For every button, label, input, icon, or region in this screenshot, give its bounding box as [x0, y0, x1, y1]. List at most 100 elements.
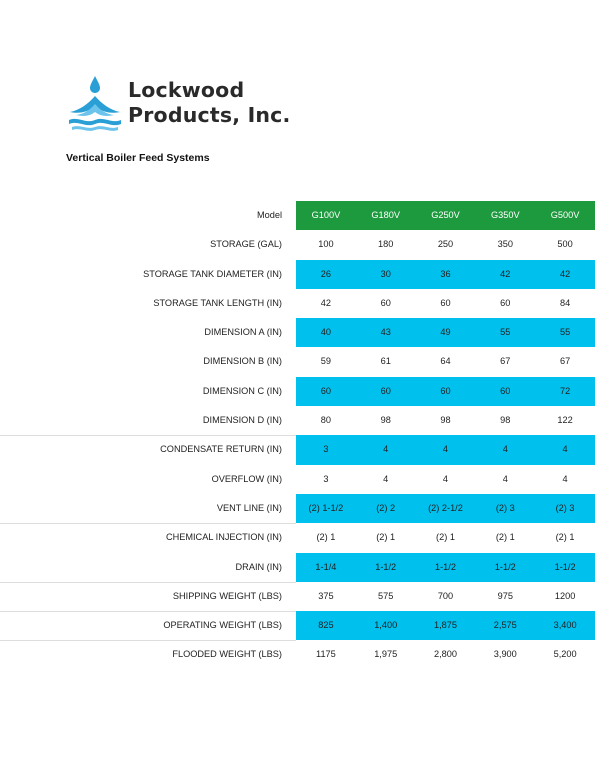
- row-label: STORAGE TANK DIAMETER (IN): [143, 268, 282, 279]
- model-header: G500V: [550, 210, 580, 220]
- table-row: CHEMICAL INJECTION (IN) (2) 1 (2) 1 (2) 1 (2…: [0, 523, 595, 552]
- header-label: Model: [256, 210, 282, 220]
- table-row: STORAGE (GAL) 100 180 250 350 500: [0, 230, 595, 259]
- table-row: DIMENSION C (IN) 60 60 60 60 72: [0, 376, 595, 407]
- table-cell: 825: [318, 620, 334, 631]
- row-cells: 1-1/4 1-1/2 1-1/2 1-1/2 1-1/2: [296, 552, 595, 582]
- table-cell: 250: [437, 239, 454, 250]
- table-cell: 3,400: [553, 620, 577, 631]
- brand-line-2: Products, Inc.: [128, 103, 291, 127]
- model-header: G100V: [311, 210, 341, 220]
- table-cell: (2) 2: [376, 502, 396, 513]
- table-cell: (2) 1-1/2: [308, 502, 344, 513]
- table-cell: 4: [383, 473, 389, 484]
- table-row: OVERFLOW (IN) 3 4 4 4 4: [0, 465, 595, 494]
- table-cell: 4: [442, 473, 449, 484]
- table-cell: 26: [320, 268, 332, 279]
- company-logo: Lockwood Products, Inc.: [66, 74, 306, 136]
- table-cell: 1200: [554, 590, 576, 601]
- brand-line-1: Lockwood: [128, 78, 245, 102]
- table-cell: 42: [559, 268, 571, 279]
- table-cell: 1175: [316, 649, 336, 660]
- table-cell: 3: [323, 444, 329, 455]
- table-row: DIMENSION A (IN) 40 43 49 55 55: [0, 318, 595, 348]
- model-header: G250V: [431, 210, 460, 220]
- row-cells: 40 43 49 55 55: [296, 318, 595, 348]
- row-label: STORAGE (GAL): [210, 239, 282, 250]
- model-header-cells: G100V G180V G250V G350V G500V: [296, 201, 595, 231]
- table-cell: 67: [500, 356, 511, 367]
- table-cell: 64: [440, 356, 451, 367]
- row-label: DRAIN (IN): [235, 561, 282, 572]
- table-row: OPERATING WEIGHT (LBS) 825 1,400 1,875 2,575…: [0, 611, 595, 641]
- table-cell: 500: [557, 239, 573, 250]
- row-label: OPERATING WEIGHT (LBS): [163, 620, 282, 631]
- table-cell: 575: [378, 590, 394, 601]
- row-label: CONDENSATE RETURN (IN): [160, 444, 282, 455]
- table-cell: 4: [442, 444, 449, 455]
- table-cell: 4: [502, 444, 508, 455]
- table-row: DIMENSION D (IN) 80 98 98 98 122: [0, 406, 595, 435]
- table-cell: 59: [320, 356, 332, 367]
- table-cell: 60: [320, 385, 332, 396]
- row-label: OVERFLOW (IN): [211, 473, 282, 484]
- table-cell: 1-1/2: [435, 561, 456, 572]
- table-cell: 700: [437, 590, 454, 601]
- row-cells: 825 1,400 1,875 2,575 3,400: [296, 611, 595, 641]
- table-row: DIMENSION B (IN) 59 61 64 67 67: [0, 347, 595, 376]
- row-label: DIMENSION C (IN): [202, 385, 282, 396]
- table-cell: 49: [440, 327, 451, 338]
- table-cell: (2) 1: [495, 532, 515, 543]
- table-cell: 1,400: [374, 620, 398, 631]
- model-header: G180V: [371, 210, 400, 220]
- table-cell: 122: [557, 415, 573, 426]
- row-cells: 60 60 60 60 72: [296, 376, 595, 407]
- table-cell: 4: [383, 444, 389, 455]
- table-row: VENT LINE (IN) (2) 1-1/2 (2) 2 (2) 2-1/2 (2)…: [0, 493, 595, 524]
- table-cell: 60: [440, 297, 451, 308]
- row-cells: 375 575 700 975 1200: [296, 582, 595, 611]
- table-cell: 42: [320, 297, 332, 308]
- brand-name: Lockwood Products, Inc.: [128, 78, 291, 128]
- table-cell: 1-1/2: [494, 561, 516, 572]
- row-cells: (2) 1-1/2 (2) 2 (2) 2-1/2 (2) 3 (2) 3: [296, 493, 595, 524]
- table-cell: 975: [497, 590, 513, 601]
- row-cells: 26 30 36 42 42: [296, 259, 595, 289]
- table-cell: 36: [440, 268, 451, 279]
- table-cell: 60: [380, 297, 391, 308]
- table-cell: 375: [318, 590, 334, 601]
- row-cells: 100 180 250 350 500: [296, 230, 595, 259]
- table-cell: (2) 3: [555, 502, 575, 513]
- table-header-row: Model G100V G180V G250V G350V G500V: [0, 201, 595, 231]
- water-drop-logo-icon: [69, 76, 121, 131]
- row-cells: 59 61 64 67 67: [296, 347, 595, 376]
- table-row: STORAGE TANK LENGTH (IN) 42 60 60 60 84: [0, 289, 595, 318]
- table-cell: 3,900: [493, 649, 517, 660]
- table-cell: (2) 1: [316, 532, 336, 543]
- table-cell: 67: [559, 356, 571, 367]
- table-cell: (2) 2-1/2: [428, 502, 463, 513]
- row-cells: 3 4 4 4 4: [296, 465, 595, 494]
- table-cell: 84: [559, 297, 571, 308]
- table-cell: 1,975: [374, 649, 398, 660]
- row-cells: 42 60 60 60 84: [296, 289, 595, 318]
- table-row: CONDENSATE RETURN (IN) 3 4 4 4 4: [0, 435, 595, 465]
- table-cell: 60: [500, 385, 511, 396]
- table-row: STORAGE TANK DIAMETER (IN) 26 30 36 42 42: [0, 259, 595, 289]
- row-cells: 1175 1,975 2,800 3,900 5,200: [296, 640, 595, 669]
- table-row: DRAIN (IN) 1-1/4 1-1/2 1-1/2 1-1/2 1-1/2: [0, 552, 595, 582]
- table-cell: 5,200: [553, 649, 577, 660]
- table-cell: (2) 1: [436, 532, 455, 543]
- row-label: DIMENSION D (IN): [202, 415, 282, 426]
- table-cell: 43: [380, 327, 391, 338]
- table-cell: 4: [562, 444, 568, 455]
- row-label: DIMENSION B (IN): [203, 356, 282, 367]
- spec-table: Model G100V G180V G250V G350V G500V STOR…: [0, 201, 595, 670]
- table-cell: 350: [497, 239, 513, 250]
- table-row: FLOODED WEIGHT (LBS) 1175 1,975 2,800 3,900 5…: [0, 640, 595, 669]
- table-cell: 3: [323, 473, 329, 484]
- table-cell: (2) 1: [376, 532, 396, 543]
- table-cell: 1-1/2: [554, 561, 576, 572]
- row-label: DIMENSION A (IN): [204, 327, 282, 338]
- table-cell: 60: [440, 385, 451, 396]
